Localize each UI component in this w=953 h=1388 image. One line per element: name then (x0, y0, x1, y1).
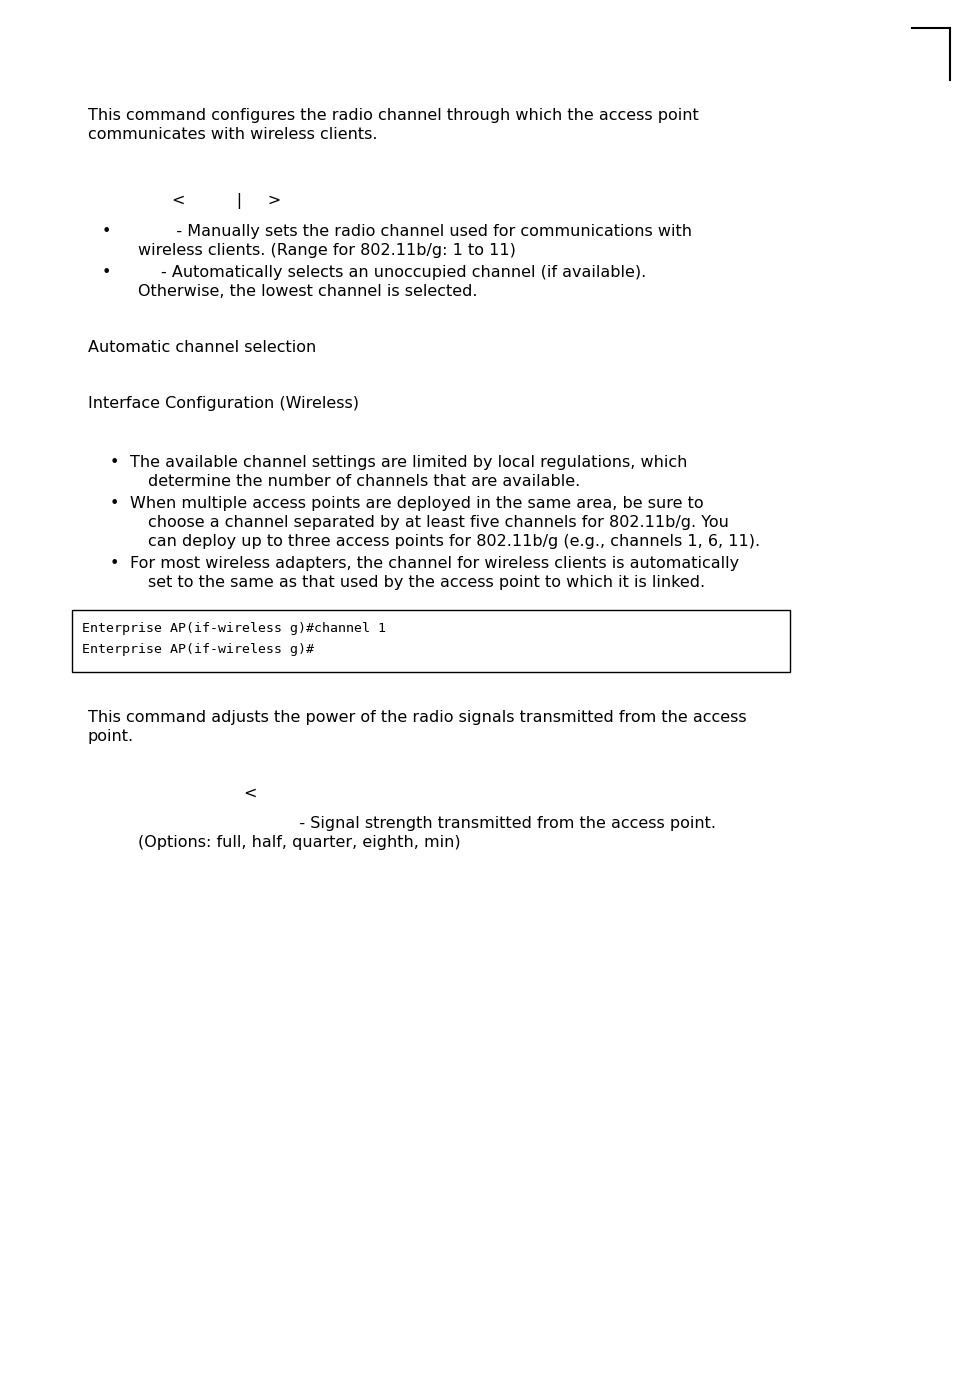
Text: - Automatically selects an unoccupied channel (if available).: - Automatically selects an unoccupied ch… (120, 265, 645, 280)
Text: Enterprise AP(if-wireless g)#: Enterprise AP(if-wireless g)# (82, 643, 314, 657)
Text: When multiple access points are deployed in the same area, be sure to: When multiple access points are deployed… (130, 496, 703, 511)
Text: This command adjusts the power of the radio signals transmitted from the access: This command adjusts the power of the ra… (88, 711, 746, 725)
Text: Enterprise AP(if-wireless g)#channel 1: Enterprise AP(if-wireless g)#channel 1 (82, 622, 386, 634)
Text: point.: point. (88, 729, 134, 744)
Text: For most wireless adapters, the channel for wireless clients is automatically: For most wireless adapters, the channel … (130, 557, 739, 570)
Text: - Manually sets the radio channel used for communications with: - Manually sets the radio channel used f… (120, 223, 691, 239)
Text: •: • (110, 455, 119, 471)
Text: •: • (102, 265, 112, 280)
FancyBboxPatch shape (71, 609, 789, 672)
Text: This command configures the radio channel through which the access point: This command configures the radio channe… (88, 108, 698, 124)
Text: <: < (243, 786, 256, 801)
Text: <          |     >: < | > (172, 193, 281, 210)
Text: wireless clients. (Range for 802.11b/g: 1 to 11): wireless clients. (Range for 802.11b/g: … (138, 243, 516, 258)
Text: can deploy up to three access points for 802.11b/g (e.g., channels 1, 6, 11).: can deploy up to three access points for… (148, 534, 760, 550)
Text: determine the number of channels that are available.: determine the number of channels that ar… (148, 473, 579, 489)
Text: Otherwise, the lowest channel is selected.: Otherwise, the lowest channel is selecte… (138, 285, 477, 298)
Text: •: • (102, 223, 112, 239)
Text: Interface Configuration (Wireless): Interface Configuration (Wireless) (88, 396, 358, 411)
Text: choose a channel separated by at least five channels for 802.11b/g. You: choose a channel separated by at least f… (148, 515, 728, 530)
Text: communicates with wireless clients.: communicates with wireless clients. (88, 126, 377, 142)
Text: Automatic channel selection: Automatic channel selection (88, 340, 315, 355)
Text: •: • (110, 496, 119, 511)
Text: •: • (110, 557, 119, 570)
Text: The available channel settings are limited by local regulations, which: The available channel settings are limit… (130, 455, 687, 471)
Text: set to the same as that used by the access point to which it is linked.: set to the same as that used by the acce… (148, 575, 704, 590)
Text: - Signal strength transmitted from the access point.: - Signal strength transmitted from the a… (243, 816, 716, 831)
Text: (Options: full, half, quarter, eighth, min): (Options: full, half, quarter, eighth, m… (138, 836, 460, 849)
